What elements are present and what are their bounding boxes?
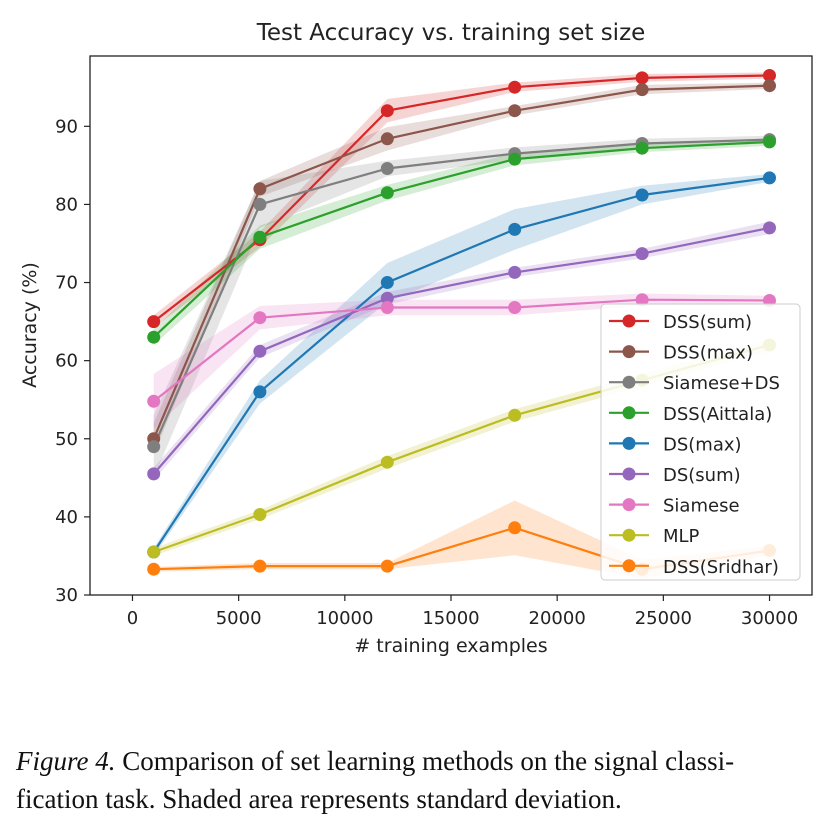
figure-caption: Figure 4. Comparison of set learning met…: [16, 742, 816, 818]
point-siamese-1000: [147, 394, 161, 408]
series-line-siamese: [153, 298, 770, 403]
point-ds-sum-1000: [147, 467, 161, 481]
point-mlp-18000: [508, 408, 522, 422]
point-mlp-1000: [147, 545, 161, 559]
x-tick-label-10000: 10000: [316, 608, 373, 629]
legend-marker-dss-aittala: [622, 406, 636, 420]
point-dss-max-12000: [380, 132, 394, 146]
y-tick-label-80: 80: [55, 194, 78, 215]
legend-label-dss-aittala: DSS(Aittala): [663, 404, 772, 425]
legend-label-siamese-ds: Siamese+DS: [663, 373, 780, 394]
point-ds-max-12000: [380, 276, 394, 289]
point-dss-max-30000: [763, 79, 776, 93]
x-axis-label: # training examples: [354, 635, 547, 657]
series-line-dss-aittala: [152, 140, 770, 339]
legend-marker-mlp: [622, 528, 636, 542]
point-siamese-ds-12000: [380, 162, 394, 175]
point-dss-aittala-1000: [147, 330, 161, 344]
caption-line-1: Comparison of set learning methods on th…: [115, 746, 735, 776]
point-ds-sum-18000: [508, 265, 522, 279]
point-dss-sridhar-6000: [253, 559, 267, 573]
point-ds-sum-12000: [380, 291, 394, 305]
legend-marker-dss-sum: [622, 314, 636, 328]
point-mlp-6000: [253, 508, 267, 521]
point-dss-sum-24000: [635, 71, 649, 85]
legend-box: [600, 303, 801, 581]
legend-marker-dss-sridhar: [622, 559, 636, 573]
point-dss-sum-12000: [380, 104, 394, 118]
legend-label-dss-max: DSS(max): [663, 343, 753, 364]
point-siamese-ds-1000: [147, 440, 161, 454]
point-dss-aittala-18000: [508, 152, 522, 166]
point-dss-max-24000: [635, 83, 649, 97]
legend-marker-ds-sum: [622, 467, 636, 481]
point-dss-aittala-12000: [380, 186, 394, 200]
point-ds-sum-24000: [635, 247, 649, 261]
chart: Test Accuracy vs. training set size Accu…: [19, 20, 813, 657]
y-tick-label-50: 50: [55, 429, 78, 450]
x-tick-label-30000: 30000: [741, 608, 798, 629]
legend-label-ds-max: DS(max): [663, 434, 742, 455]
point-dss-sridhar-12000: [380, 559, 394, 573]
x-tick-label-25000: 25000: [635, 608, 692, 629]
point-dss-max-18000: [508, 104, 522, 118]
y-axis-label: Accuracy (%): [19, 262, 41, 388]
point-siamese-6000: [253, 311, 267, 325]
point-mlp-12000: [380, 455, 394, 469]
chart-title: Test Accuracy vs. training set size: [256, 20, 646, 46]
caption-line-2: fication task. Shaded area represents st…: [16, 784, 622, 814]
std-band-dss-aittala: [153, 138, 770, 345]
point-dss-max-6000: [253, 182, 267, 196]
legend-label-mlp: MLP: [663, 526, 700, 547]
y-tick-label-40: 40: [55, 507, 78, 528]
x-tick-label-0: 0: [127, 608, 138, 629]
series-line-ds-max: [152, 176, 770, 553]
point-ds-sum-30000: [763, 221, 776, 235]
std-band-dss-sum: [153, 72, 770, 328]
x-tick-label-20000: 20000: [529, 608, 586, 629]
point-dss-aittala-30000: [763, 135, 776, 149]
point-dss-aittala-24000: [635, 141, 649, 155]
legend-marker-siamese-ds: [622, 375, 636, 389]
legend-marker-ds-max: [622, 436, 636, 450]
series-line-siamese-ds: [152, 138, 770, 448]
point-siamese-24000: [635, 293, 649, 307]
x-tick-label-15000: 15000: [422, 608, 479, 629]
legend-marker-dss-max: [622, 345, 636, 359]
y-tick-label-90: 90: [55, 116, 78, 137]
series-line-dss-max: [152, 84, 770, 440]
point-dss-sum-18000: [508, 80, 522, 94]
legend-label-siamese: Siamese: [663, 496, 740, 517]
point-dss-sridhar-1000: [147, 562, 161, 576]
point-siamese-12000: [380, 301, 394, 314]
series-line-ds-sum: [152, 226, 770, 475]
point-dss-sum-1000: [147, 315, 161, 329]
point-dss-sridhar-18000: [508, 521, 522, 535]
point-ds-max-30000: [763, 171, 776, 185]
point-ds-sum-6000: [253, 344, 267, 358]
legend-label-dss-sridhar: DSS(Sridhar): [663, 557, 779, 578]
point-ds-max-18000: [508, 222, 522, 236]
y-tick-label-30: 30: [55, 585, 78, 606]
std-band-dss-max: [153, 82, 770, 455]
point-siamese-18000: [508, 301, 522, 314]
point-siamese-ds-6000: [253, 197, 267, 211]
y-tick-label-60: 60: [55, 351, 78, 372]
point-ds-max-6000: [253, 385, 267, 399]
legend-label-dss-sum: DSS(sum): [663, 312, 752, 333]
point-dss-sum-30000: [763, 69, 776, 82]
legend-label-ds-sum: DS(sum): [663, 465, 741, 486]
x-tick-label-5000: 5000: [216, 608, 262, 629]
point-dss-aittala-6000: [253, 230, 267, 244]
point-ds-max-24000: [635, 188, 649, 202]
legend-marker-siamese: [622, 498, 636, 512]
y-tick-label-70: 70: [55, 273, 78, 294]
caption-figure-label: Figure 4.: [16, 746, 116, 776]
